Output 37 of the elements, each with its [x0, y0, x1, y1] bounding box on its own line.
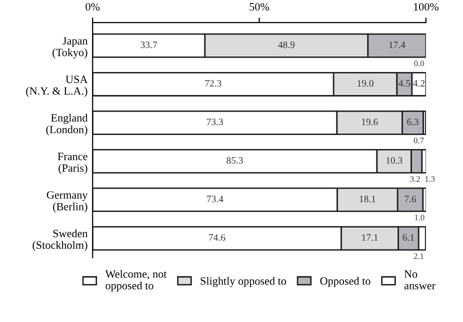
- data-label: 1.3: [425, 176, 435, 182]
- data-label: 48.9: [278, 42, 295, 48]
- data-label: 4.5: [398, 80, 410, 87]
- data-label: 0.0: [414, 60, 424, 66]
- x-tick-label: 0%: [86, 3, 100, 11]
- data-label: 73.3: [206, 118, 223, 126]
- data-label: 18.1: [360, 196, 376, 202]
- data-label: 7.6: [404, 196, 416, 202]
- data-label: 6.3: [407, 118, 418, 126]
- y-tick-label: USA (N.Y. & L.A.): [26, 76, 88, 97]
- data-label: 74.6: [209, 234, 226, 241]
- data-label: 19.0: [358, 80, 374, 87]
- y-tick-label: France (Paris): [58, 152, 88, 174]
- legend-label: Slightly opposed to: [200, 276, 286, 288]
- data-label: 17.1: [362, 234, 378, 241]
- data-label: 33.7: [140, 42, 157, 48]
- y-tick-label: Sweden (Stockholm): [32, 229, 88, 252]
- data-label: 4.2: [413, 80, 424, 87]
- data-label: 3.2: [410, 176, 420, 182]
- data-label: 73.4: [207, 196, 224, 202]
- legend-label: Welcome, not opposed to: [105, 270, 167, 292]
- data-label: 0.7: [414, 138, 424, 144]
- legend-label: No answer: [404, 270, 436, 290]
- data-label: 85.3: [226, 157, 243, 164]
- legend-label: Opposed to: [320, 276, 370, 288]
- data-label: 6.1: [402, 234, 414, 241]
- data-label: 2.1: [414, 253, 424, 259]
- data-label: 19.6: [362, 118, 378, 126]
- data-label: 10.3: [386, 157, 402, 164]
- x-tick-label: 100%: [414, 3, 439, 11]
- data-label: 72.3: [205, 80, 222, 87]
- y-tick-label: England (London): [46, 114, 88, 136]
- data-label: 17.4: [389, 42, 406, 48]
- data-label: 1.0: [414, 214, 424, 220]
- x-tick-label: 50%: [250, 3, 270, 11]
- y-tick-label: Germany (Berlin): [46, 191, 88, 213]
- y-tick-label: Japan (Tokyo): [52, 37, 88, 58]
